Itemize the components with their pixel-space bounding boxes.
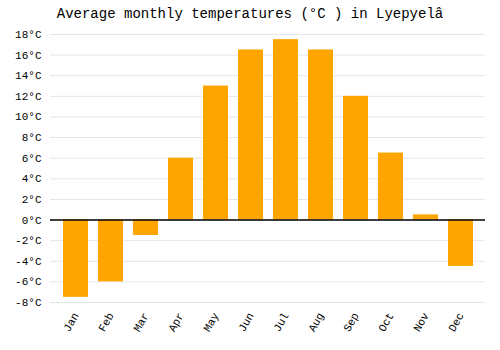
svg-text:Feb: Feb [96, 311, 116, 334]
svg-text:-2°C: -2°C [15, 235, 42, 247]
svg-text:10°C: 10°C [15, 111, 42, 123]
svg-text:May: May [201, 310, 221, 333]
svg-text:6°C: 6°C [22, 153, 42, 165]
svg-text:0°C: 0°C [22, 215, 42, 227]
svg-text:-6°C: -6°C [15, 276, 42, 288]
svg-text:Apr: Apr [166, 311, 186, 334]
html-text:Average monthly temperatures (: Average monthly temperatures (°C ) in Ly… [56, 6, 444, 22]
svg-text:12°C: 12°C [15, 91, 42, 103]
svg-text:Dec: Dec [446, 311, 466, 334]
svg-text:-4°C: -4°C [15, 256, 42, 268]
svg-text:18°C: 18°C [15, 29, 42, 41]
svg-text:Jul: Jul [271, 311, 291, 334]
svg-text:16°C: 16°C [15, 50, 42, 62]
svg-text:14°C: 14°C [15, 70, 42, 82]
svg-text:Sep: Sep [341, 311, 361, 334]
svg-text:Nov: Nov [411, 310, 431, 333]
svg-text:4°C: 4°C [22, 173, 42, 185]
svg-text:Mar: Mar [131, 311, 151, 334]
svg-text:Aug: Aug [306, 311, 326, 334]
svg-text:Jan: Jan [61, 311, 81, 334]
svg-text:8°C: 8°C [22, 132, 42, 144]
svg-text:2°C: 2°C [22, 194, 42, 206]
svg-text:Jun: Jun [236, 311, 256, 334]
svg-text:-8°C: -8°C [15, 297, 42, 309]
svg-text:Oct: Oct [376, 311, 396, 334]
